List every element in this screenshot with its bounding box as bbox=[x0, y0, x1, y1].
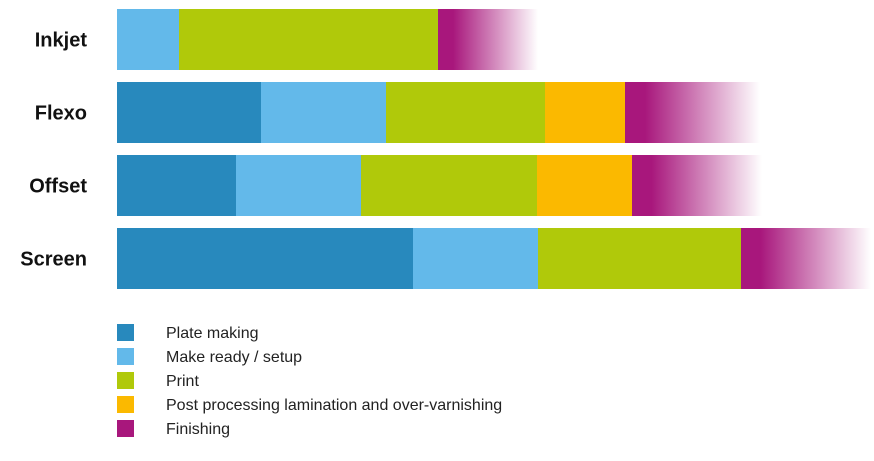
legend-label-finishing: Finishing bbox=[166, 421, 230, 438]
category-label-offset: Offset bbox=[29, 176, 87, 198]
legend-swatch-plate-making bbox=[117, 324, 134, 341]
bar-offset-finishing bbox=[632, 155, 762, 216]
bars bbox=[117, 9, 871, 289]
bar-screen-print bbox=[538, 228, 741, 289]
bar-offset-post-processing-lamination-and-over-varnishing bbox=[537, 155, 632, 216]
legend-swatch-post-processing-lamination-and-over-varnishing bbox=[117, 396, 134, 413]
legend: Plate making Make ready / setup Print Post … bbox=[117, 324, 502, 438]
category-label-flexo: Flexo bbox=[35, 103, 87, 125]
legend-swatch-print bbox=[117, 372, 134, 389]
legend-label-post-processing-lamination-and-over-varnishing: Post processing lamination and over-varn… bbox=[166, 397, 502, 414]
bar-screen-plate-making bbox=[117, 228, 413, 289]
bar-flexo-post-processing-lamination-and-over-varnishing bbox=[545, 82, 625, 143]
legend-label-plate-making: Plate making bbox=[166, 325, 259, 342]
bar-inkjet-make-ready-setup bbox=[117, 9, 179, 70]
bar-flexo-plate-making bbox=[117, 82, 261, 143]
category-label-screen: Screen bbox=[20, 249, 87, 271]
bar-offset-print bbox=[361, 155, 537, 216]
bar-offset-make-ready-setup bbox=[236, 155, 361, 216]
legend-label-print: Print bbox=[166, 373, 199, 390]
legend-swatch-make-ready-setup bbox=[117, 348, 134, 365]
category-label-inkjet: Inkjet bbox=[35, 30, 88, 52]
bar-flexo-print bbox=[386, 82, 545, 143]
legend-label-make-ready-setup: Make ready / setup bbox=[166, 349, 302, 366]
category-labels: Inkjet Flexo Offset Screen bbox=[20, 30, 87, 271]
legend-swatch-finishing bbox=[117, 420, 134, 437]
bar-offset-plate-making bbox=[117, 155, 236, 216]
bar-screen-make-ready-setup bbox=[413, 228, 538, 289]
bar-inkjet-finishing bbox=[438, 9, 538, 70]
bar-inkjet-print bbox=[179, 9, 438, 70]
bar-flexo-finishing bbox=[625, 82, 760, 143]
bar-screen-finishing bbox=[741, 228, 871, 289]
bar-flexo-make-ready-setup bbox=[261, 82, 386, 143]
